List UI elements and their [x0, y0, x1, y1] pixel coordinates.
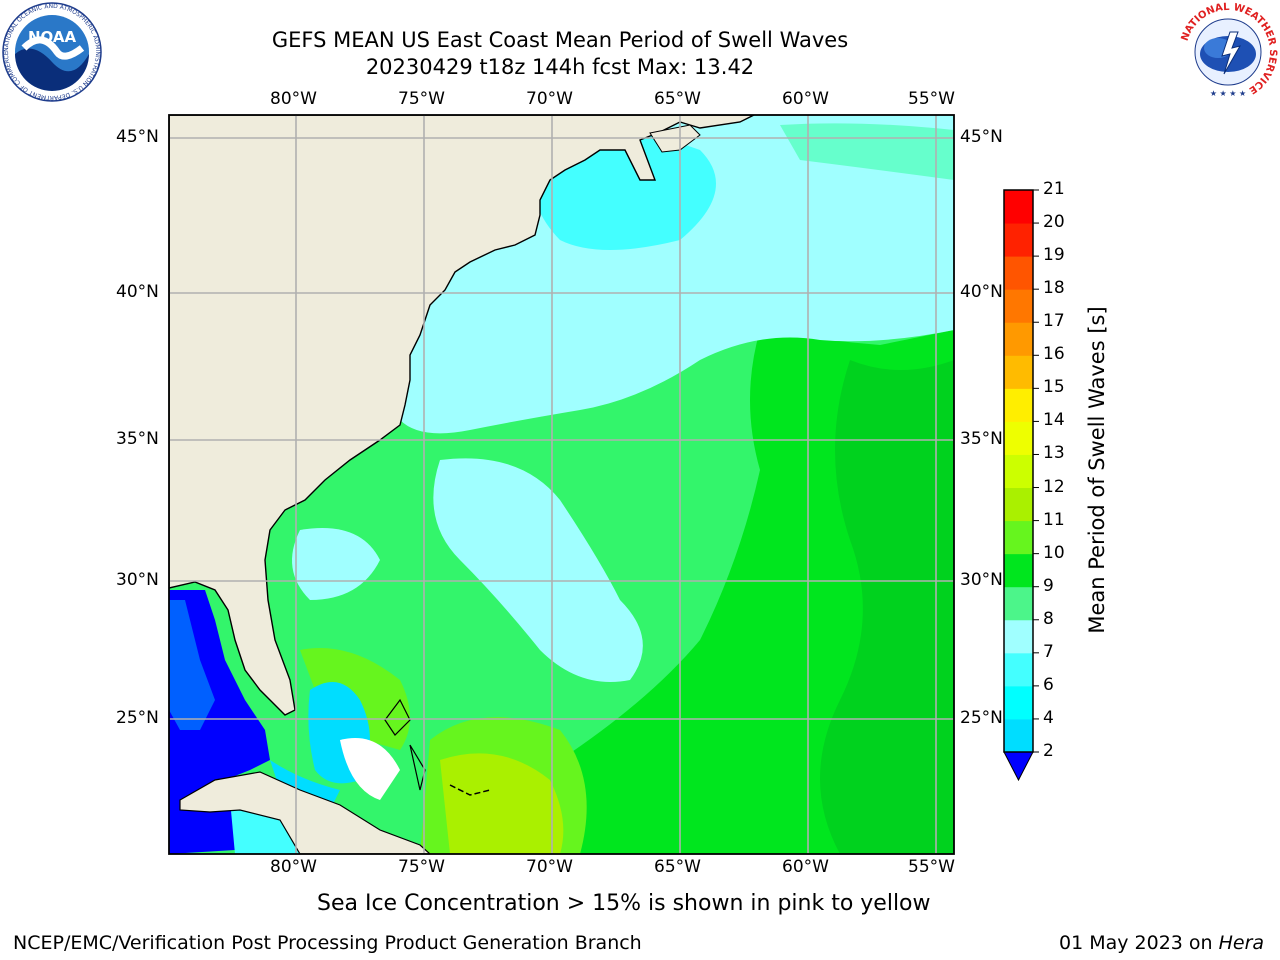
- colorbar-tick-label: 20: [1043, 212, 1065, 233]
- credit-text: NCEP/EMC/Verification Post Processing Pr…: [13, 932, 642, 954]
- land-cuba: [179, 771, 431, 854]
- lon-label-top-75w: 75°W: [398, 89, 445, 109]
- colorbar-tick-label: 14: [1043, 410, 1065, 431]
- lon-label-bottom-55w: 55°W: [908, 857, 955, 877]
- lon-label-top-60w: 60°W: [782, 89, 829, 109]
- colorbar-segment: [1004, 454, 1033, 489]
- colorbar-under-arrow: [1003, 751, 1034, 782]
- colorbar-segment: [1004, 652, 1033, 687]
- lat-label-right-30n: 30°N: [960, 570, 1003, 590]
- colorbar-tick-label: 8: [1043, 608, 1054, 629]
- colorbar-segment: [1004, 256, 1033, 290]
- map-gridlines: [169, 115, 954, 854]
- run-date: 01 May 2023 on Hera: [1059, 932, 1264, 954]
- lon-label-top-70w: 70°W: [526, 89, 573, 109]
- colorbar-segment: [1004, 619, 1033, 654]
- colorbar-tick-label: 12: [1043, 476, 1065, 497]
- colorbar-segment: [1004, 421, 1033, 455]
- colorbar-segment: [1004, 553, 1033, 588]
- colorbar-tick-label: 4: [1043, 707, 1054, 728]
- colorbar-tick-label: 6: [1043, 674, 1054, 695]
- lat-label-left-30n: 30°N: [116, 570, 159, 590]
- colorbar-tick-label: 19: [1043, 245, 1065, 266]
- colorbar-tick-label: 16: [1043, 344, 1065, 365]
- nws-logo: NATIONAL WEATHER SERVICE ★ ★ ★ ★: [1180, 2, 1278, 100]
- map-subtitle: 20230429 t18z 144h fcst Max: 13.42: [365, 55, 755, 79]
- noaa-label: NOAA: [28, 28, 77, 46]
- colorbar-segment: [1004, 289, 1033, 323]
- lat-label-right-45n: 45°N: [960, 127, 1003, 147]
- colorbar-segment: [1004, 355, 1033, 389]
- lat-label-left-35n: 35°N: [116, 429, 159, 449]
- lon-label-bottom-75w: 75°W: [398, 857, 445, 877]
- noaa-logo: NATIONAL OCEANIC AND ATMOSPHERIC ADMINIS…: [2, 2, 102, 102]
- run-date-text: 01 May 2023 on: [1059, 932, 1219, 954]
- lat-label-left-25n: 25°N: [116, 708, 159, 728]
- colorbar-tick-label: 18: [1043, 278, 1065, 299]
- map-title: GEFS MEAN US East Coast Mean Period of S…: [271, 28, 849, 52]
- colorbar-label: Mean Period of Swell Waves [s]: [1085, 306, 1109, 634]
- lon-label-top-65w: 65°W: [654, 89, 701, 109]
- lon-label-top-80w: 80°W: [270, 89, 317, 109]
- colorbar-segment: [1004, 223, 1033, 257]
- colorbar-tick-label: 13: [1043, 443, 1065, 464]
- machine-name: Hera: [1218, 932, 1265, 954]
- colorbar-tick-label: 11: [1043, 509, 1065, 530]
- colorbar-tick-label: 2: [1043, 741, 1054, 761]
- sea-ice-note: Sea Ice Concentration > 15% is shown in …: [317, 891, 931, 916]
- colorbar-tick-label: 15: [1043, 377, 1065, 398]
- lon-label-bottom-80w: 80°W: [270, 857, 317, 877]
- colorbar-tick-label: 7: [1043, 641, 1054, 662]
- colorbar-segment: [1004, 586, 1033, 621]
- colorbar-tick-label: 9: [1043, 575, 1054, 596]
- colorbar-tick-label: 17: [1043, 311, 1065, 332]
- lon-label-top-55w: 55°W: [908, 89, 955, 109]
- land-north-america: [169, 115, 755, 716]
- lat-label-right-35n: 35°N: [960, 429, 1003, 449]
- colorbar-segment: [1004, 520, 1033, 555]
- lat-label-left-45n: 45°N: [116, 127, 159, 147]
- colorbar-segment: [1004, 685, 1033, 720]
- lat-label-left-40n: 40°N: [116, 282, 159, 302]
- colorbar-segment: [1004, 322, 1033, 356]
- colorbar-segment: [1004, 718, 1033, 753]
- colorbar-segment: [1004, 388, 1033, 422]
- lon-label-bottom-60w: 60°W: [782, 857, 829, 877]
- colorbar-segment: [1004, 190, 1033, 224]
- lat-label-right-40n: 40°N: [960, 282, 1003, 302]
- colorbar-tick-label: 21: [1043, 179, 1065, 199]
- svg-text:★ ★ ★ ★: ★ ★ ★ ★: [1210, 89, 1246, 98]
- swell-zone-eastern: [420, 330, 954, 854]
- colorbar-tick-label: 10: [1043, 542, 1065, 563]
- lat-label-right-25n: 25°N: [960, 708, 1003, 728]
- lon-label-bottom-65w: 65°W: [654, 857, 701, 877]
- lon-label-bottom-70w: 70°W: [526, 857, 573, 877]
- colorbar-segment: [1004, 487, 1033, 522]
